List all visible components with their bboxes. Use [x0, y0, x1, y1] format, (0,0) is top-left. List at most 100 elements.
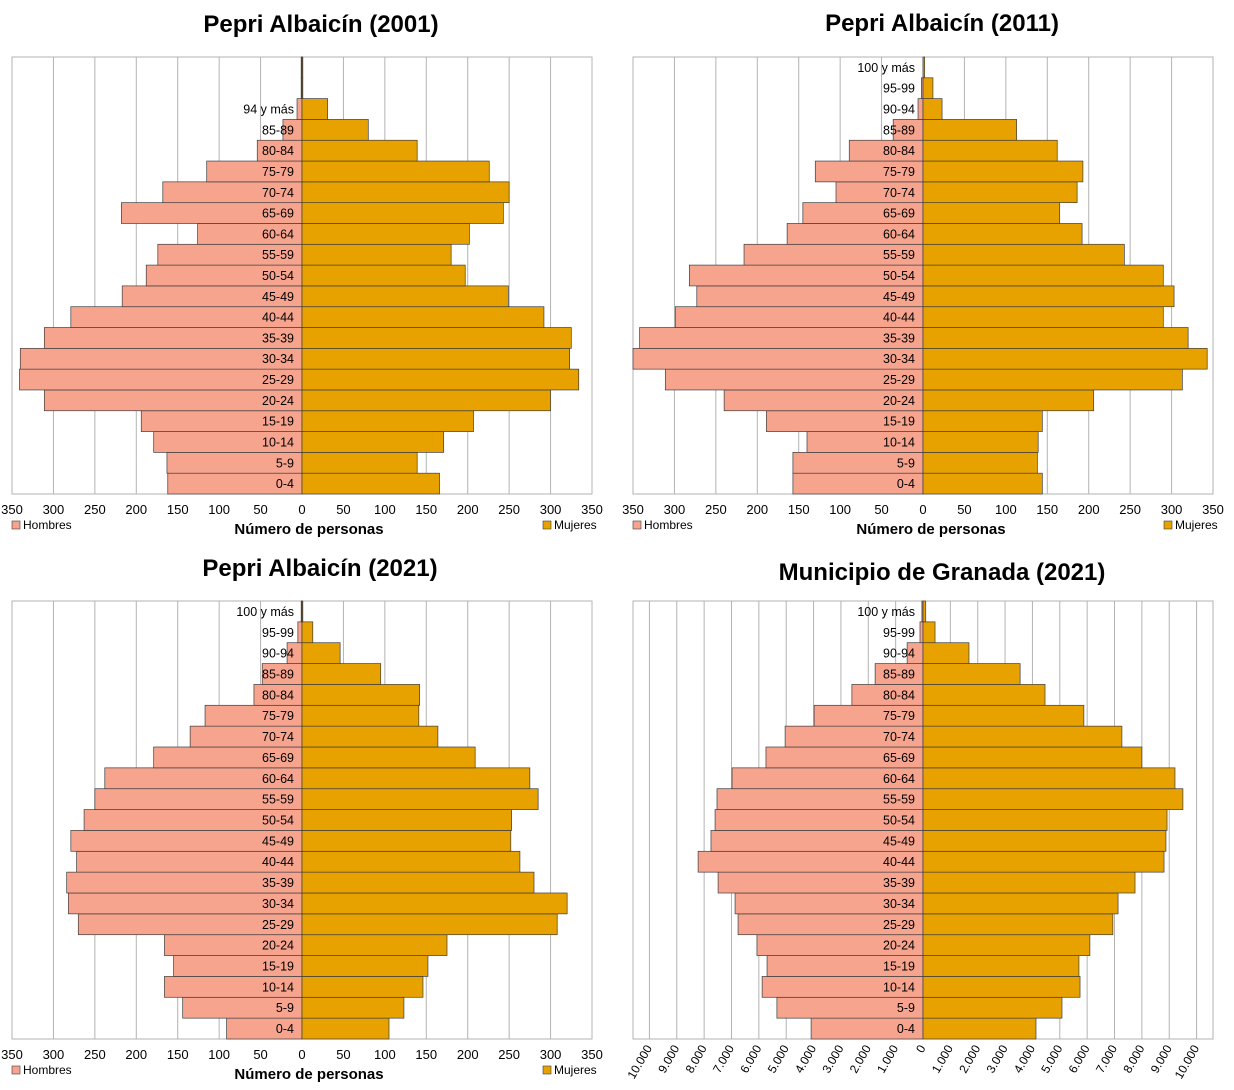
- chart-1-bar-right-14: [301, 181, 510, 204]
- chart-1: 0-4 5-9 10-14 15-19 20-24 25-29 30-34 35-39 40-4…: [1, 11, 603, 538]
- chart-4-bar-right-15: [922, 704, 1085, 727]
- chart-1-tick-label-14: 350: [581, 502, 603, 517]
- chart-1-category-label-16: 80-84: [262, 144, 294, 158]
- chart-1-legend-swatch-right: [542, 520, 552, 530]
- chart-1-bar-right-8: [301, 306, 545, 328]
- chart-4-tick-label-4: 6.000: [737, 1042, 764, 1075]
- chart-4-category-label-16: 80-84: [883, 688, 915, 702]
- chart-4-bar-right-5: [922, 913, 1114, 936]
- chart-3-bar-right-7: [301, 871, 535, 894]
- chart-4-category-label-20: 100 y más: [857, 605, 915, 619]
- chart-3-category-label-4: 20-24: [262, 939, 294, 953]
- chart-1-category-label-8: 40-44: [262, 311, 294, 325]
- chart-4-tick-label-6: 4.000: [792, 1042, 819, 1075]
- chart-2-tick-label-5: 100: [829, 502, 851, 517]
- chart-3-bar-right-17: [301, 663, 382, 685]
- chart-3-category-label-1: 5-9: [276, 1001, 294, 1015]
- chart-3-bar-right-11: [301, 788, 539, 810]
- chart-2-tick-label-3: 200: [746, 502, 768, 517]
- chart-4-tick-label-14: 4.000: [1011, 1042, 1038, 1075]
- chart-1-tick-label-0: 350: [1, 502, 23, 517]
- chart-4-category-label-1: 5-9: [897, 1001, 915, 1015]
- chart-2-bar-right-3: [922, 410, 1043, 432]
- chart-1-legend-label-right: Mujeres: [554, 518, 597, 532]
- chart-1-category-label-5: 25-29: [262, 373, 294, 387]
- chart-3-title: Pepri Albaicín (2021): [202, 555, 437, 582]
- chart-2-bar-right-2: [922, 431, 1039, 453]
- chart-3-bar-right-16: [301, 684, 421, 706]
- chart-2-tick-label-4: 150: [788, 502, 810, 517]
- chart-1-category-label-2: 10-14: [262, 435, 294, 449]
- chart-2-category-label-4: 20-24: [883, 394, 915, 408]
- chart-4-tick-label-12: 2.000: [956, 1042, 983, 1075]
- chart-3-category-label-19: 95-99: [262, 626, 294, 640]
- chart-3-bar-right-19: [301, 621, 314, 644]
- chart-4-category-label-2: 10-14: [883, 980, 915, 994]
- chart-1-tick-label-11: 200: [457, 502, 479, 517]
- chart-1-bar-right-11: [301, 243, 452, 266]
- chart-3-bar-right-20: [301, 600, 304, 623]
- chart-1-bar-right-4: [301, 389, 551, 412]
- chart-4-bar-right-12: [922, 767, 1176, 790]
- chart-4-tick-label-11: 1.000: [929, 1042, 956, 1075]
- chart-1-category-label-9: 45-49: [262, 290, 294, 304]
- chart-1-bar-right-15: [301, 160, 490, 183]
- chart-1-category-label-10: 50-54: [262, 269, 294, 283]
- chart-1-tick-label-6: 50: [253, 502, 267, 517]
- chart-3-tick-label-9: 100: [374, 1047, 396, 1062]
- chart-3-tick-label-12: 250: [498, 1047, 520, 1062]
- chart-2-tick-label-6: 50: [874, 502, 888, 517]
- chart-4-title: Municipio de Granada (2021): [779, 559, 1106, 586]
- chart-3-category-label-14: 70-74: [262, 730, 294, 744]
- chart-1-bar-left-5: [19, 368, 303, 391]
- chart-4-category-label-6: 30-34: [883, 897, 915, 911]
- chart-2-tick-label-2: 250: [705, 502, 727, 517]
- chart-2: 0-4 5-9 10-14 15-19 20-24 25-29 30-34 35-39 40-4…: [622, 10, 1224, 538]
- chart-1-tick-label-7: 0: [298, 502, 305, 517]
- chart-2-tick-label-13: 300: [1161, 502, 1183, 517]
- chart-4-tick-label-10: 0: [913, 1042, 929, 1055]
- chart-2-bar-left-6: [632, 347, 924, 370]
- chart-2-x-axis-label: Número de personas: [856, 521, 1005, 538]
- chart-3-tick-label-4: 150: [167, 1047, 189, 1062]
- chart-4-category-label-9: 45-49: [883, 834, 915, 848]
- chart-1-bar-right-3: [301, 410, 474, 432]
- chart-4-bar-right-13: [922, 746, 1143, 769]
- chart-1-bar-right-10: [301, 264, 466, 287]
- chart-4-bar-right-8: [922, 850, 1165, 873]
- chart-3-tick-label-14: 350: [581, 1047, 603, 1062]
- chart-1-bar-right-16: [301, 139, 418, 162]
- chart-2-tick-label-9: 100: [995, 502, 1017, 517]
- chart-3-category-label-10: 50-54: [262, 814, 294, 828]
- chart-4-category-label-13: 65-69: [883, 751, 915, 765]
- chart-1-bar-right-17: [301, 119, 369, 141]
- chart-4-category-label-10: 50-54: [883, 814, 915, 828]
- chart-2-category-label-5: 25-29: [883, 373, 915, 387]
- chart-3-category-label-15: 75-79: [262, 709, 294, 723]
- chart-3-bar-right-8: [301, 850, 521, 873]
- chart-3-tick-label-7: 0: [298, 1047, 305, 1062]
- chart-4-bar-right-4: [922, 934, 1091, 956]
- chart-4-category-label-17: 85-89: [883, 668, 915, 682]
- chart-2-category-label-6: 30-34: [883, 352, 915, 366]
- chart-3-tick-label-13: 300: [540, 1047, 562, 1062]
- chart-4-tick-label-5: 5.000: [765, 1042, 792, 1075]
- chart-3-category-label-13: 65-69: [262, 751, 294, 765]
- chart-4-category-label-15: 75-79: [883, 709, 915, 723]
- chart-2-category-label-8: 40-44: [883, 311, 915, 325]
- chart-4-bar-right-17: [922, 663, 1021, 685]
- chart-1-bar-right-5: [301, 368, 580, 391]
- chart-3-tick-label-8: 50: [336, 1047, 350, 1062]
- chart-1-tick-label-3: 200: [125, 502, 147, 517]
- chart-1-bar-right-19: [301, 77, 304, 99]
- chart-1-bar-right-7: [301, 327, 572, 349]
- chart-2-bar-right-20: [922, 56, 926, 79]
- chart-1-tick-label-12: 250: [498, 502, 520, 517]
- chart-2-tick-label-8: 50: [957, 502, 971, 517]
- chart-4-bar-right-14: [922, 725, 1123, 748]
- chart-3-category-label-11: 55-59: [262, 793, 294, 807]
- chart-3-bar-right-2: [301, 976, 424, 998]
- chart-3-category-label-2: 10-14: [262, 980, 294, 994]
- chart-4-tick-label-7: 3.000: [819, 1042, 846, 1075]
